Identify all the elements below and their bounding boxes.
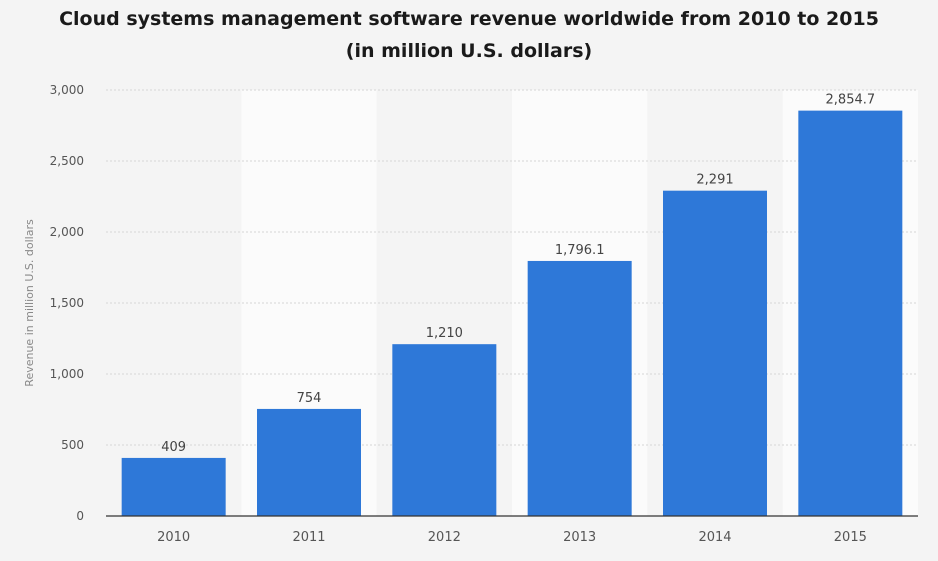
bar-value-label: 2,291 (696, 173, 733, 188)
bar-value-label: 1,796.1 (555, 243, 605, 258)
data-labels: 409 754 1,210 1,796.1 2,291 2,854.7 (161, 93, 875, 455)
x-tick-label: 2010 (157, 530, 190, 545)
x-axis: 2010 2011 2012 2013 2014 2015 (106, 515, 918, 545)
bar[interactable] (121, 457, 226, 516)
x-tick-label: 2013 (563, 530, 596, 545)
bar[interactable] (663, 190, 767, 517)
bars (121, 110, 903, 517)
bar[interactable] (257, 408, 361, 516)
chart-title: Cloud systems management software revenu… (59, 8, 879, 30)
x-tick-label: 2011 (292, 530, 325, 545)
x-tick-label: 2015 (834, 530, 867, 545)
y-axis-title: Revenue in million U.S. dollars (23, 219, 36, 387)
bar-value-label: 754 (297, 391, 322, 406)
y-tick-label: 2,000 (50, 225, 84, 239)
bar[interactable] (392, 344, 497, 516)
y-tick-label: 0 (76, 509, 84, 523)
y-tick-label: 1,000 (50, 367, 84, 381)
gridlines (106, 89, 918, 446)
y-tick-label: 2,500 (50, 154, 84, 168)
x-tick-label: 2012 (428, 530, 461, 545)
y-axis: 0 500 1,000 1,500 2,000 2,500 3,000 Revenue in … (23, 83, 84, 523)
bar-value-label: 409 (161, 440, 186, 455)
chart-subtitle: (in million U.S. dollars) (345, 40, 593, 62)
y-tick-label: 3,000 (50, 83, 84, 97)
y-tick-label: 500 (61, 438, 84, 452)
bar-value-label: 2,854.7 (826, 93, 876, 108)
bar-value-label: 1,210 (426, 326, 463, 341)
x-tick-label: 2014 (698, 530, 731, 545)
bar[interactable] (798, 110, 903, 516)
bar[interactable] (527, 260, 632, 516)
y-tick-label: 1,500 (50, 296, 84, 310)
